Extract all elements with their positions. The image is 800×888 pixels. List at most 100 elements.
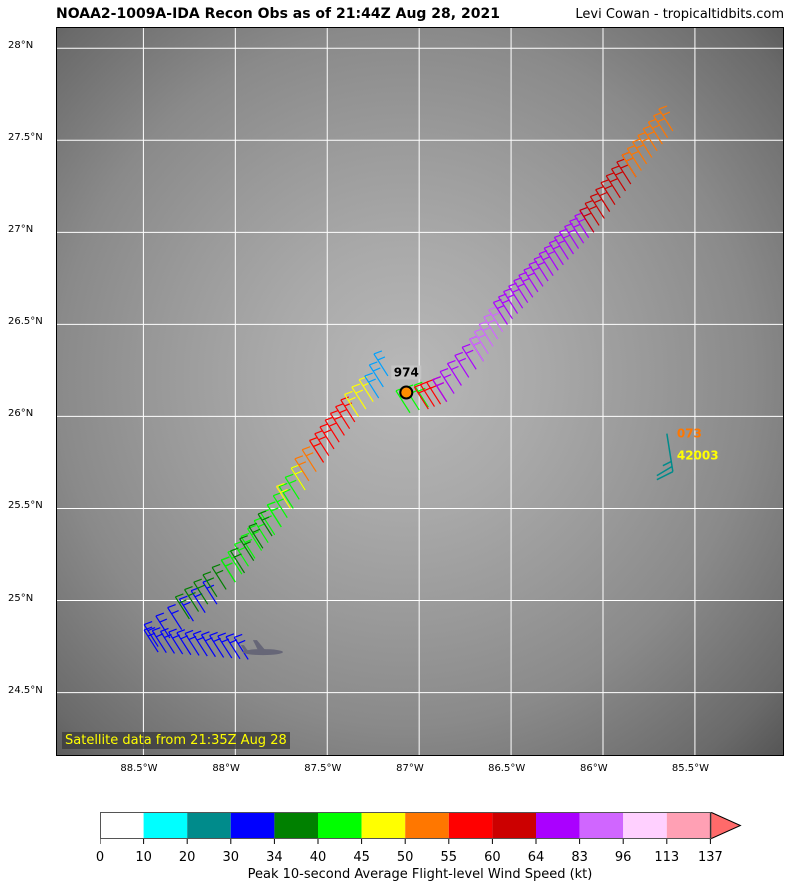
wind-barb xyxy=(616,158,632,185)
wind-barb xyxy=(439,368,455,394)
wind-barb xyxy=(584,199,600,226)
wind-barb xyxy=(143,626,159,653)
wind-barb xyxy=(426,378,442,405)
colorbar-tick-label: 96 xyxy=(614,850,632,865)
wind-barb xyxy=(589,192,605,219)
colorbar-tick-label: 30 xyxy=(222,850,240,865)
wind-barb xyxy=(473,328,489,355)
wind-barb xyxy=(461,343,477,370)
wind-barb xyxy=(193,578,209,605)
colorbar-tick-label: 50 xyxy=(396,850,414,865)
lon-tick-label: 87°W xyxy=(396,763,424,774)
lon-tick-label: 88.5°W xyxy=(120,763,158,774)
wind-barb xyxy=(309,436,325,463)
wind-barb xyxy=(278,482,294,509)
colorbar-tick-label: 40 xyxy=(309,850,327,865)
wind-barb xyxy=(159,627,175,654)
wind-barb xyxy=(290,464,306,491)
wind-barb xyxy=(647,118,663,145)
wind-barb xyxy=(454,351,470,378)
wind-barb xyxy=(314,430,330,457)
colorbar-tick-label: 45 xyxy=(353,850,370,865)
lat-tick-label: 28°N xyxy=(8,40,34,52)
colorbar-swatch xyxy=(448,812,493,839)
lon-tick-label: 88°W xyxy=(212,763,240,774)
wind-barb xyxy=(239,535,255,561)
wind-barb xyxy=(595,186,611,212)
lon-tick-label: 85.5°W xyxy=(671,763,710,774)
wind-barb xyxy=(343,390,360,417)
colorbar xyxy=(100,812,742,844)
wind-barb xyxy=(632,138,648,165)
wind-barb xyxy=(600,179,616,206)
colorbar-tick-label: 113 xyxy=(654,850,680,865)
wind-barb xyxy=(294,455,310,482)
colorbar-swatch xyxy=(405,812,449,839)
wind-barb xyxy=(174,593,190,620)
wind-barb xyxy=(373,350,389,377)
lat-tick-label: 24.5°N xyxy=(8,684,43,696)
wind-barb xyxy=(324,416,340,443)
colorbar-swatch xyxy=(318,812,362,839)
wind-barb xyxy=(368,361,384,388)
wind-barb xyxy=(319,423,335,450)
wind-barb xyxy=(211,563,227,590)
colorbar-swatch xyxy=(623,812,667,839)
wind-barb xyxy=(364,372,380,399)
colorbar-swatch xyxy=(274,812,318,839)
wind-barb xyxy=(167,604,183,630)
map-panel[interactable]: 974 073 42003 Satellite data from 21:35Z A… xyxy=(56,27,784,756)
pressure-label-bg xyxy=(391,365,422,380)
wind-barb xyxy=(155,612,171,639)
colorbar-swatch xyxy=(666,812,711,839)
wind-barb xyxy=(230,547,246,574)
wind-barb xyxy=(329,409,345,436)
wind-barb xyxy=(266,501,282,528)
wind-barb xyxy=(240,532,256,559)
colorbar-tick-label: 55 xyxy=(440,850,458,865)
wind-barb xyxy=(301,446,317,472)
wind-barb xyxy=(478,320,494,347)
colorbar-swatch xyxy=(361,812,406,839)
buoy-id: 42003 xyxy=(677,449,719,463)
colorbar-swatch xyxy=(579,812,624,839)
chart-title: NOAA2-1009A-IDA Recon Obs as of 21:44Z A… xyxy=(56,6,500,22)
wind-barb xyxy=(248,522,264,549)
wind-barb xyxy=(642,125,658,152)
wind-barb xyxy=(209,631,225,658)
wind-barb xyxy=(272,492,288,519)
colorbar-extend-arrow xyxy=(709,812,742,840)
wind-barb xyxy=(178,595,194,622)
storm-center-marker[interactable] xyxy=(399,385,414,400)
wind-barb xyxy=(626,144,642,171)
colorbar-tick-label: 34 xyxy=(266,850,283,865)
wind-barb xyxy=(419,381,435,407)
colorbar-swatch xyxy=(187,812,231,839)
wind-barb xyxy=(335,403,351,430)
wind-barb xyxy=(605,172,621,199)
wind-barb xyxy=(184,586,200,612)
wind-barb xyxy=(176,629,192,656)
wind-barb xyxy=(351,383,367,410)
wind-barb xyxy=(184,629,200,656)
wind-barb xyxy=(284,473,300,500)
wind-barb xyxy=(275,482,291,509)
map-overlay: 974 073 42003 xyxy=(57,28,783,755)
wind-barb xyxy=(653,112,669,138)
lat-tick-label: 25.5°N xyxy=(8,500,43,512)
credit: Levi Cowan - tropicaltidbits.com xyxy=(575,7,784,22)
colorbar-tick-label: 60 xyxy=(484,850,501,865)
lat-tick-label: 27°N xyxy=(8,224,34,236)
colorbar-swatch xyxy=(100,812,144,839)
lat-tick-label: 27.5°N xyxy=(8,132,43,144)
colorbar-swatch xyxy=(536,812,580,839)
colorbar-title: Peak 10-second Average Flight-level Wind… xyxy=(247,867,593,882)
wind-barb xyxy=(468,335,485,362)
wind-barb xyxy=(579,206,595,233)
wind-barb xyxy=(488,306,504,333)
wind-barb xyxy=(413,381,429,408)
colorbar-tick-label: 64 xyxy=(527,850,545,865)
lat-tick-label: 25°N xyxy=(8,592,34,604)
satellite-label: Satellite data from 21:35Z Aug 28 xyxy=(62,732,290,749)
wind-barb xyxy=(233,633,249,660)
